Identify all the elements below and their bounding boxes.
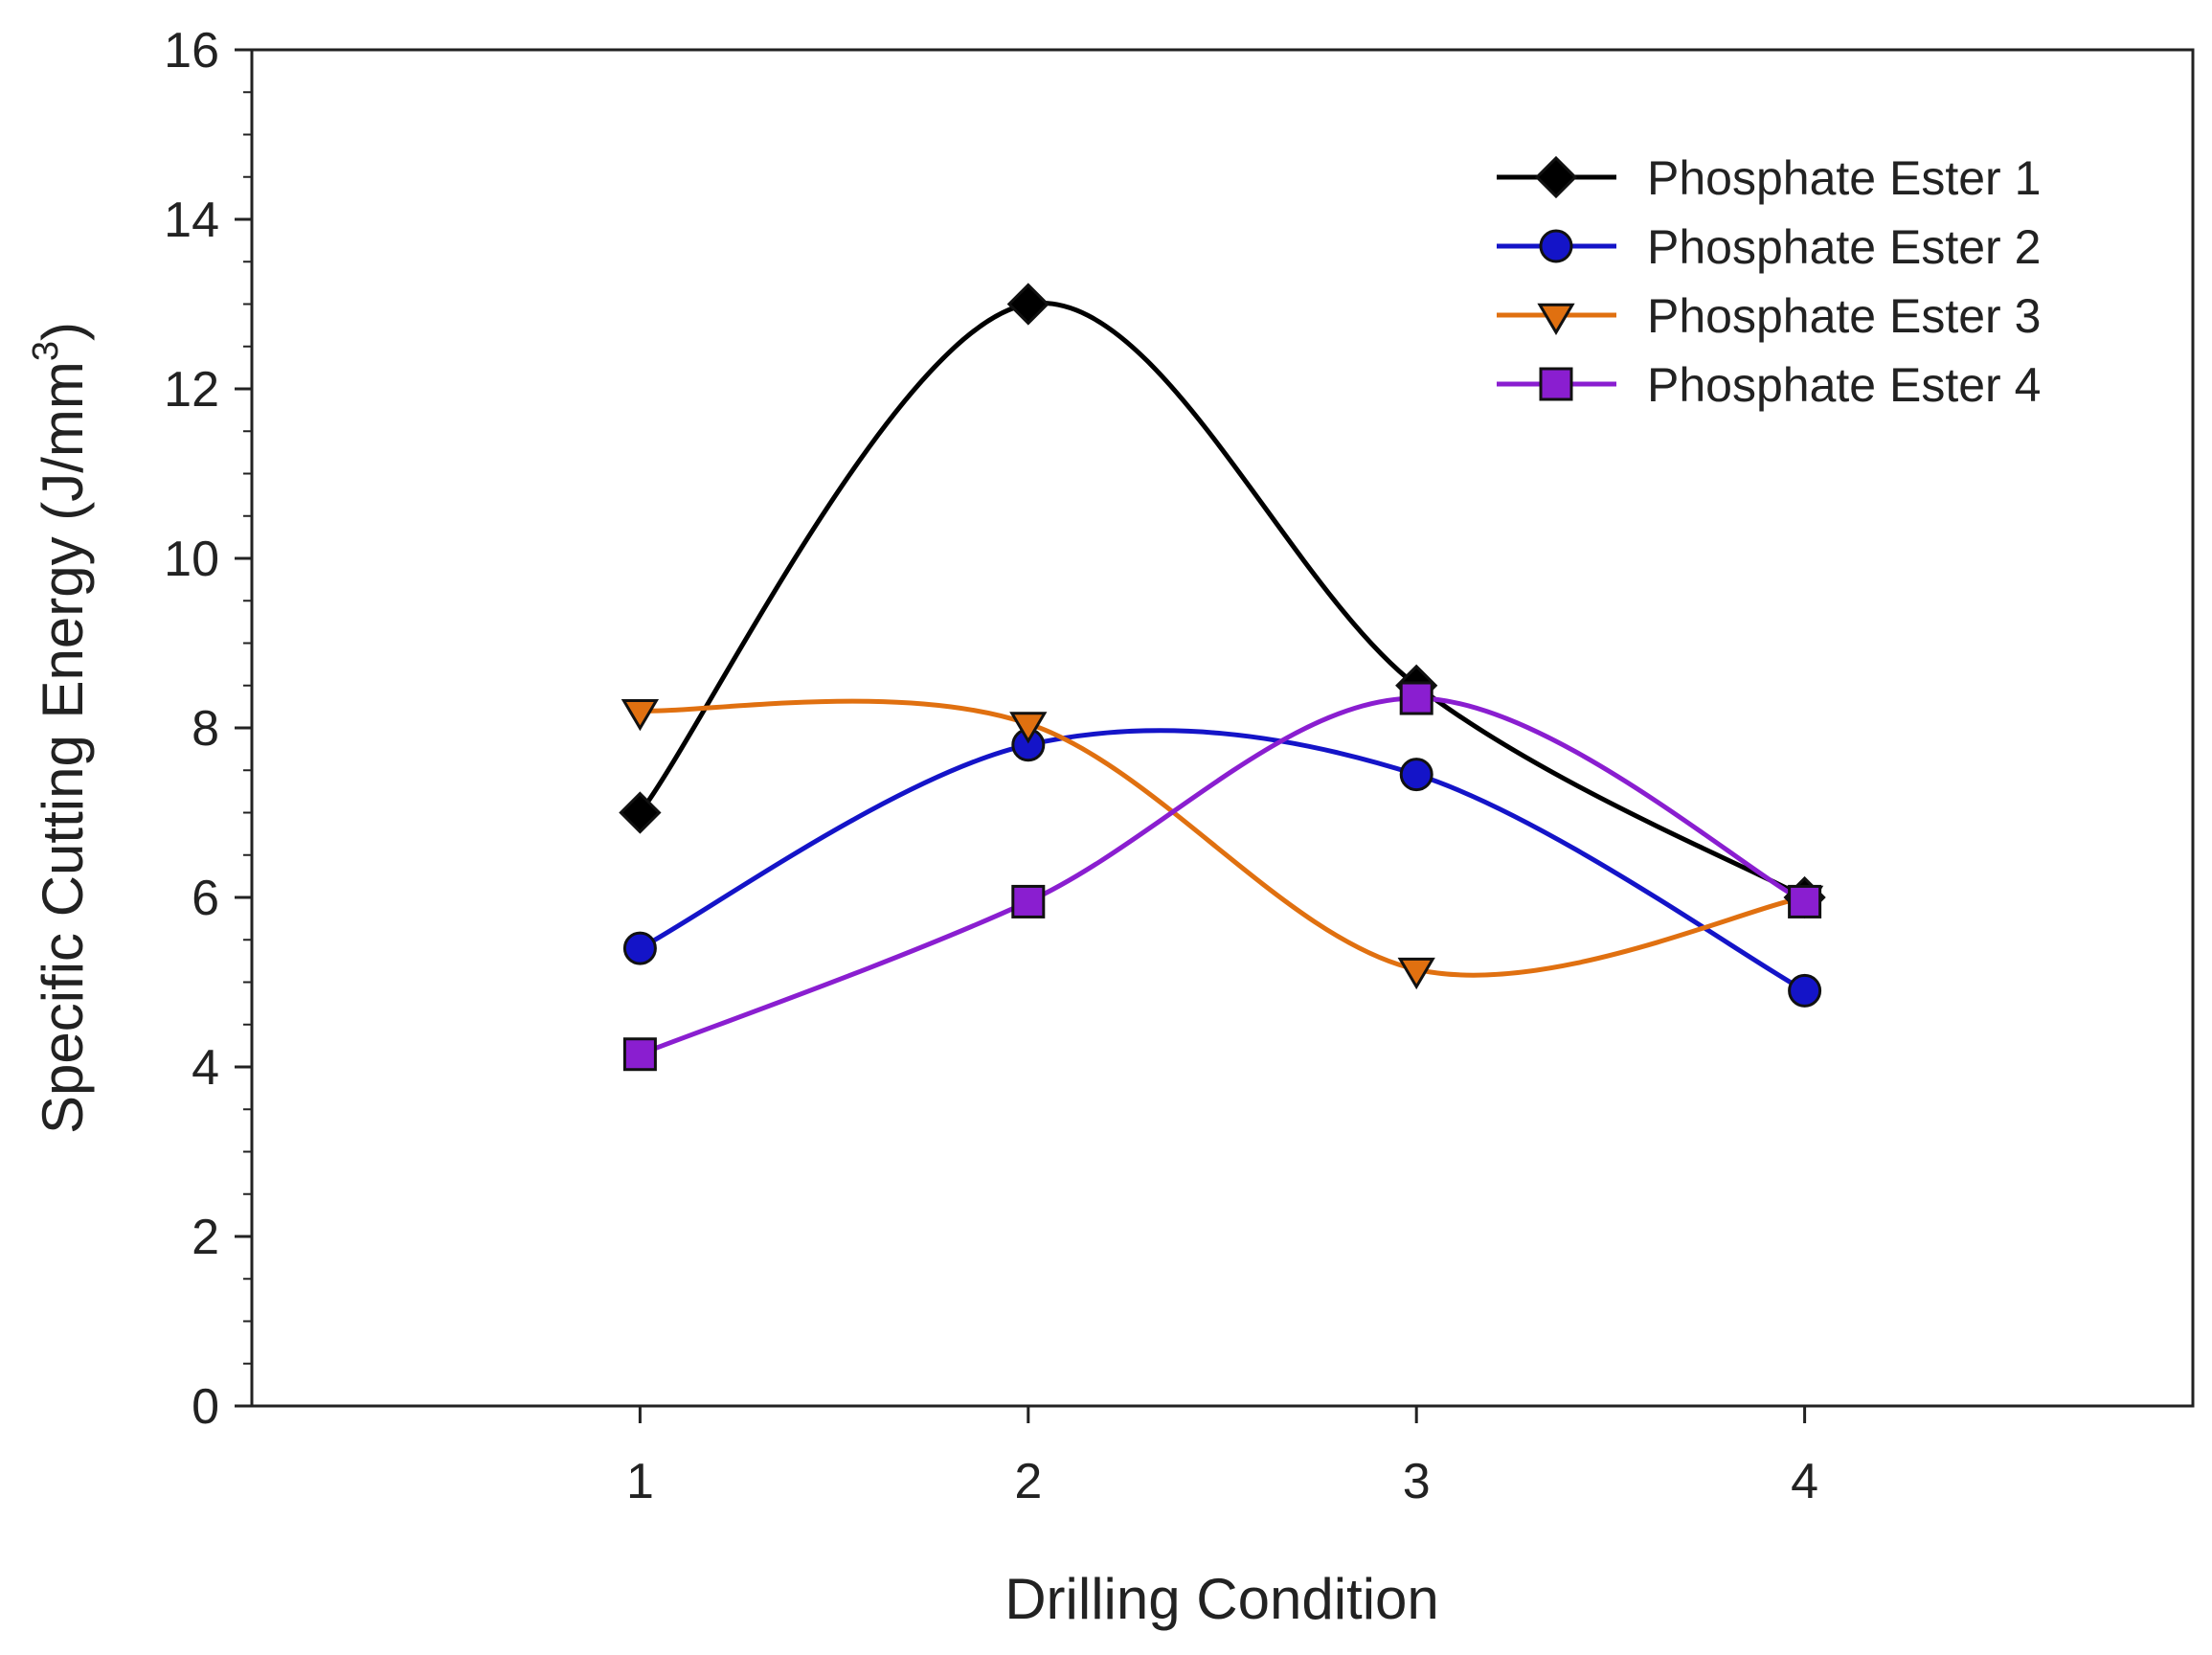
y-tick-label: 0 (192, 1379, 219, 1435)
y-axis-title: Specific Cutting Energy (J/mm3) (26, 322, 95, 1134)
y-tick-label: 10 (164, 532, 219, 587)
data-point-series-2 (622, 931, 657, 965)
y-tick-label: 16 (164, 23, 219, 79)
data-point-series-4 (1399, 681, 1433, 715)
y-tick-label: 2 (192, 1210, 219, 1265)
y-axis-title-superscript: 3 (26, 341, 66, 361)
x-axis-title: Drilling Condition (1004, 1567, 1439, 1631)
y-axis: 0 2 4 6 8 10 12 14 16 (164, 23, 252, 1435)
legend-marker (1537, 303, 1575, 335)
series-line-1 (638, 300, 1806, 900)
y-tick-label: 12 (164, 362, 219, 418)
legend-label: Phosphate Ester 3 (1647, 289, 2041, 343)
legend: Phosphate Ester 1 Phosphate Ester 2 Phosph… (1497, 151, 2041, 412)
legend-marker (1539, 229, 1573, 263)
series-line-3 (640, 698, 1806, 978)
legend-label: Phosphate Ester 2 (1647, 220, 2041, 274)
data-point-series-3 (1009, 712, 1048, 744)
x-tick-label: 2 (1014, 1454, 1042, 1509)
legend-item: Phosphate Ester 3 (1497, 289, 2041, 343)
y-axis-title-main: Specific Cutting Energy (J/mm (31, 361, 95, 1134)
data-point-series-4 (1011, 884, 1046, 918)
data-point-series-2 (1399, 758, 1433, 792)
legend-item: Phosphate Ester 1 (1497, 151, 2041, 205)
y-tick-label: 4 (192, 1040, 219, 1096)
data-point-series-1 (1006, 283, 1050, 326)
series-lines (638, 300, 1806, 1057)
y-tick-label: 14 (164, 193, 219, 248)
series-markers (619, 283, 1826, 1072)
data-point-series-4 (1788, 884, 1822, 918)
series-line-4 (639, 695, 1806, 1057)
x-tick-label: 1 (626, 1454, 654, 1509)
series-line-2 (639, 728, 1806, 993)
data-point-series-3 (1397, 957, 1435, 990)
legend-item: Phosphate Ester 4 (1497, 358, 2041, 412)
legend-marker (1539, 367, 1573, 401)
legend-item: Phosphate Ester 2 (1497, 220, 2041, 274)
data-point-series-2 (1788, 973, 1822, 1008)
y-axis-title-suffix: ) (31, 322, 95, 341)
x-tick-label: 4 (1791, 1454, 1818, 1509)
y-tick-label: 8 (192, 701, 219, 757)
data-point-series-3 (621, 699, 660, 732)
y-tick-label: 6 (192, 871, 219, 926)
legend-marker (1534, 155, 1578, 199)
data-point-series-4 (622, 1037, 657, 1072)
legend-label: Phosphate Ester 1 (1647, 151, 2041, 205)
x-axis: 1 2 3 4 (626, 1406, 1818, 1509)
legend-label: Phosphate Ester 4 (1647, 358, 2041, 412)
data-point-series-1 (619, 791, 662, 834)
x-tick-label: 3 (1403, 1454, 1431, 1509)
